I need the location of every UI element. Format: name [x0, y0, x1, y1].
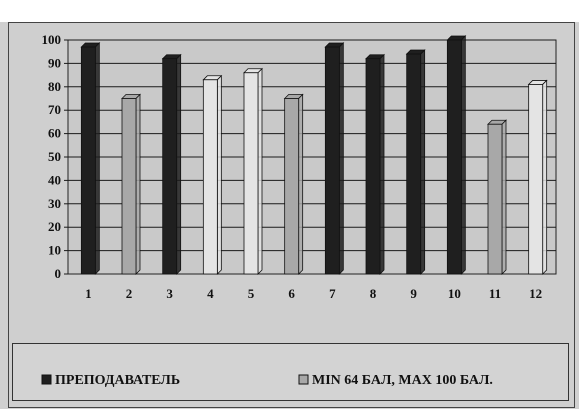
bar-side-face — [298, 93, 304, 275]
y-tick-label: 30 — [48, 196, 61, 211]
x-tick-label: 6 — [288, 286, 295, 301]
bar-side-face — [379, 53, 385, 275]
y-tick-label: 60 — [48, 126, 61, 141]
legend-label-range: MIN 64 БАЛ, MAX 100 БАЛ. — [312, 373, 493, 388]
bar-8 — [365, 53, 385, 275]
bar-12 — [527, 79, 548, 275]
y-tick-label: 100 — [42, 32, 62, 47]
bar-front-face — [121, 98, 137, 275]
bar-side-face — [420, 49, 426, 275]
x-tick-label: 12 — [529, 286, 542, 301]
y-tick-label: 80 — [48, 79, 61, 94]
bar-front-face — [324, 46, 340, 275]
top-margin — [0, 0, 579, 22]
bar-7 — [324, 42, 345, 275]
bar-side-face — [501, 119, 507, 275]
x-tick-label: 4 — [207, 286, 214, 301]
bar-front-face — [487, 123, 503, 275]
bar-front-face — [406, 53, 422, 275]
bar-front-face — [528, 84, 544, 275]
legend: ПРЕПОДАВАТЕЛЬ MIN 64 БАЛ, MAX 100 БАЛ. — [12, 343, 569, 401]
bar-side-face — [135, 93, 141, 275]
bar-front-face — [446, 39, 462, 275]
x-tick-label: 8 — [370, 286, 377, 301]
gridlines — [68, 39, 556, 252]
bar-front-face — [162, 58, 178, 275]
bar-side-face — [216, 74, 222, 275]
x-tick-label: 5 — [248, 286, 255, 301]
y-tick-label: 70 — [48, 102, 61, 117]
bar-side-face — [460, 35, 466, 275]
bar-2 — [121, 93, 141, 275]
y-tick-labels: 0 10 20 30 40 50 60 70 80 90 100 — [42, 32, 68, 281]
legend-swatch-range — [298, 374, 309, 385]
x-tick-label: 7 — [329, 286, 336, 301]
x-tick-label: 1 — [85, 286, 92, 301]
x-tick-labels: 1 2 3 4 5 6 7 8 9 10 11 12 — [85, 286, 542, 301]
bar-11 — [487, 119, 507, 275]
bar-front-face — [202, 79, 218, 275]
bar-3 — [161, 53, 182, 275]
bar-front-face — [284, 98, 300, 275]
y-tick-label: 0 — [55, 266, 62, 281]
bar-6 — [283, 93, 304, 275]
bar-front-face — [80, 46, 96, 275]
x-tick-label: 2 — [126, 286, 133, 301]
y-tick-label: 40 — [48, 172, 61, 187]
bar-1 — [80, 42, 101, 275]
bar-front-face — [365, 58, 381, 275]
bar-side-face — [257, 67, 263, 275]
legend-label-teacher: ПРЕПОДАВАТЕЛЬ — [55, 373, 180, 388]
bar-4 — [202, 74, 223, 275]
x-tick-label: 9 — [410, 286, 417, 301]
bar-side-face — [176, 53, 182, 275]
x-tick-label: 10 — [448, 286, 461, 301]
bar-10 — [446, 35, 467, 275]
bar-side-face — [338, 42, 344, 275]
bars — [80, 35, 548, 275]
y-tick-label: 50 — [48, 149, 61, 164]
x-tick-label: 11 — [489, 286, 501, 301]
bar-9 — [405, 49, 426, 275]
y-tick-label: 20 — [48, 219, 61, 234]
x-tick-label: 3 — [166, 286, 173, 301]
legend-swatch-teacher — [41, 374, 52, 385]
bar-side-face — [542, 79, 548, 275]
bar-5 — [243, 67, 263, 275]
bar-side-face — [94, 42, 100, 275]
y-tick-label: 10 — [48, 243, 61, 258]
bar-front-face — [243, 72, 259, 275]
y-tick-label: 90 — [48, 55, 61, 70]
